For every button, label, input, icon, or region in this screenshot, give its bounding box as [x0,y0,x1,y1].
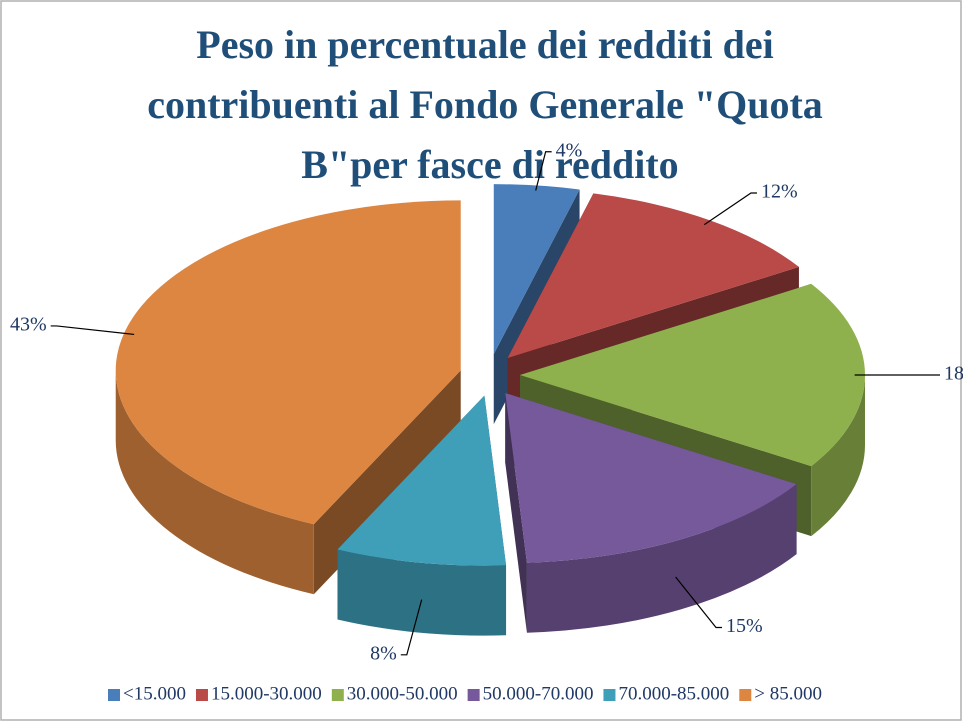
data-label: 15% [726,615,763,637]
slice-side [505,393,527,633]
slice [337,395,507,636]
legend-swatch [108,689,120,701]
legend-swatch [739,689,752,701]
legend-swatch [603,689,616,701]
legend: <15.000 15.000-30.000 30.000-50.000 50.000-… [108,683,822,704]
data-label: 4% [556,139,583,161]
slice-wall [811,375,865,537]
chart-title: Peso in percentuale dei redditi dei cont… [147,22,833,187]
legend-label: 30.000-50.000 [347,683,458,704]
slice [507,193,799,359]
slice [520,283,866,467]
legend-swatch [195,689,208,701]
leader-line [50,325,135,336]
title-line: contribuenti al Fondo Generale "Quota [147,82,823,127]
title-line: B"per fasce di reddito [301,142,678,187]
legend-swatch [467,689,480,701]
slice [337,395,507,566]
slice [115,200,461,525]
slice [505,393,797,563]
legend-label: 50.000-70.000 [483,683,594,704]
legend-label: > 85.000 [754,683,822,704]
slice [505,393,797,633]
labels: 4% 12% 18% 15% 8% 43% [10,139,963,664]
data-label: 12% [761,181,798,203]
leader-line [675,576,723,629]
legend-label: 70.000-85.000 [618,683,729,704]
slice-wall [115,370,314,595]
leader-line [703,192,757,226]
data-label: 43% [10,314,47,336]
slice-wall [526,484,797,633]
legend-label: 15.000-30.000 [211,683,322,704]
slice [493,184,580,355]
pie [115,184,866,636]
data-label: 8% [370,642,397,664]
leader-line [400,599,423,656]
data-label: 18% [944,363,963,385]
legend-swatch [331,689,344,701]
leader-line [535,151,552,191]
slice-wall [337,549,507,636]
title-line: Peso in percentuale dei redditi dei [196,22,773,67]
legend-label: <15.000 [123,683,186,704]
